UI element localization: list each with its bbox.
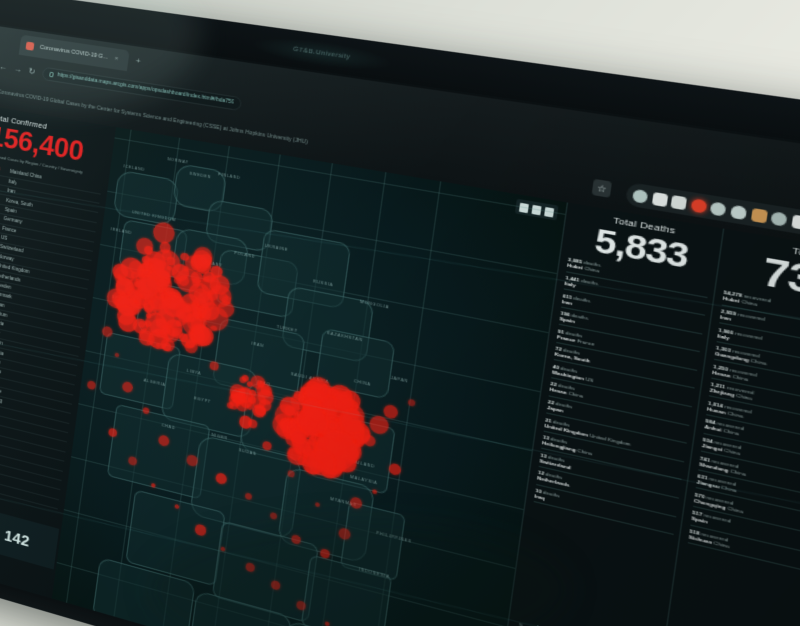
confirmed-count: 8,162	[0, 194, 3, 203]
map-case-bubble[interactable]	[324, 621, 330, 626]
map-case-bubble[interactable]	[371, 488, 378, 495]
map-label: ICELAND	[123, 164, 146, 173]
extension-icon[interactable]	[690, 197, 708, 213]
deaths-list[interactable]: 3,085 deaths Hubei China 1,441 deaths Italy…	[533, 254, 711, 536]
confirmed-place: Sweden	[0, 281, 12, 291]
close-icon[interactable]: ×	[114, 55, 119, 63]
new-tab-button[interactable]: +	[135, 55, 142, 66]
map-label: NORWAY	[167, 157, 189, 165]
last-updated-value: 142	[3, 526, 31, 551]
extension-icon[interactable]	[730, 204, 748, 220]
map-case-bubble[interactable]	[186, 454, 198, 467]
tab-title: Coronavirus COVID-19 G…	[39, 44, 109, 61]
map-label: JAPAN	[390, 375, 409, 384]
map-case-bubble[interactable]	[145, 339, 152, 345]
confirmed-count: 24,747	[0, 175, 6, 184]
map-case-bubble[interactable]	[287, 470, 295, 478]
extension-icon[interactable]	[750, 207, 768, 223]
confirmed-place: Italy	[8, 178, 18, 186]
extension-icon[interactable]	[791, 213, 800, 230]
map-case-bubble[interactable]	[155, 342, 161, 348]
confirmed-place: Spain	[4, 206, 17, 214]
bezel-reflection-text: GT&B.University	[292, 46, 351, 61]
confirmed-place: Germany	[3, 216, 23, 225]
extension-icon[interactable]	[770, 210, 788, 227]
map-case-bubble[interactable]	[186, 338, 195, 348]
extension-icon[interactable]	[632, 188, 649, 204]
favicon-icon	[25, 41, 35, 51]
confirmed-place: Norway	[0, 253, 15, 262]
map-case-bubble[interactable]	[209, 361, 219, 371]
back-icon[interactable]: ←	[0, 61, 8, 72]
confirmed-place: US	[0, 234, 8, 242]
lock-icon	[48, 71, 54, 77]
star-icon[interactable]: ☆	[591, 178, 613, 198]
extension-icon[interactable]	[670, 194, 688, 210]
map-case-bubble[interactable]	[174, 504, 180, 509]
confirmed-count: 80,945	[0, 166, 7, 175]
map-case-bubble[interactable]	[114, 352, 119, 358]
confirmed-place: Austria	[0, 318, 5, 328]
world-map[interactable]: ICELAND NORWAY SWEDEN FINLAND UNITED KINGDOM…	[51, 127, 567, 626]
confirmed-place: Denmark	[0, 290, 13, 300]
confirmed-count: 5,753	[0, 203, 2, 212]
reload-icon[interactable]: ↻	[28, 65, 36, 77]
confirmed-place: Japan	[0, 300, 5, 308]
confirmed-count: 4,585	[0, 212, 1, 221]
forward-icon[interactable]: →	[13, 63, 23, 74]
extension-icon[interactable]	[710, 200, 728, 217]
extension-icon[interactable]	[651, 191, 668, 207]
confirmed-place: France	[1, 225, 17, 234]
last-updated-label: Last Updated at (M/D/YYYY)	[0, 513, 1, 537]
confirmed-place: Belgium	[0, 309, 8, 319]
